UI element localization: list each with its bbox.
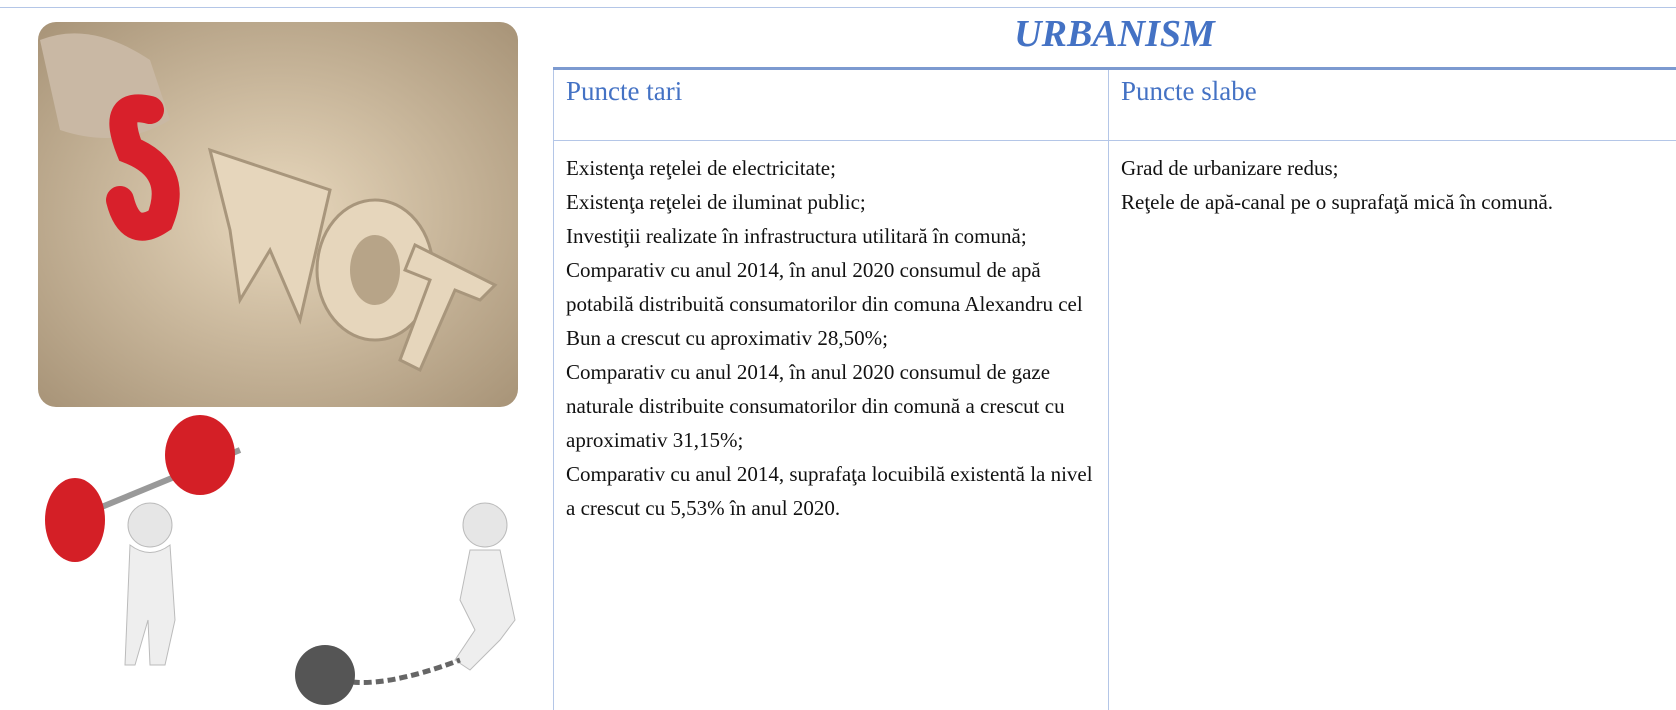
letter-s xyxy=(106,94,180,241)
letter-o-hole xyxy=(350,235,400,305)
column-divider xyxy=(1108,70,1109,710)
list-item: Existenţa reţelei de iluminat public; xyxy=(566,190,866,214)
strengths-list: Existenţa reţelei de electricitate; Exist… xyxy=(553,141,1108,710)
chained-figure xyxy=(295,502,516,705)
swot-table: URBANISM Puncte tari Puncte slabe Existe… xyxy=(553,7,1676,710)
weightlifter xyxy=(45,415,242,666)
column-header: Puncte slabe xyxy=(1108,70,1676,141)
column-divider xyxy=(553,70,554,710)
weaknesses-list: Grad de urbanizare redus; Reţele de apă-c… xyxy=(1108,141,1676,710)
list-item: Comparativ cu anul 2014, suprafaţa locui… xyxy=(566,462,1093,520)
list-item: Existenţa reţelei de electricitate; xyxy=(566,156,836,180)
swot-illustration xyxy=(38,22,518,705)
top-border xyxy=(0,7,1676,8)
list-item: Reţele de apă-canal pe o suprafaţă mică … xyxy=(1121,190,1554,214)
letters xyxy=(207,147,498,373)
list-item: Comparativ cu anul 2014, în anul 2020 co… xyxy=(566,258,1083,350)
table-title: URBANISM xyxy=(553,7,1676,70)
list-item: Investiţii realizate în infrastructura u… xyxy=(566,224,1027,248)
list-item: Comparativ cu anul 2014, în anul 2020 co… xyxy=(566,360,1065,452)
list-item: Grad de urbanizare redus; xyxy=(1121,156,1339,180)
column-header: Puncte tari xyxy=(553,70,1108,141)
